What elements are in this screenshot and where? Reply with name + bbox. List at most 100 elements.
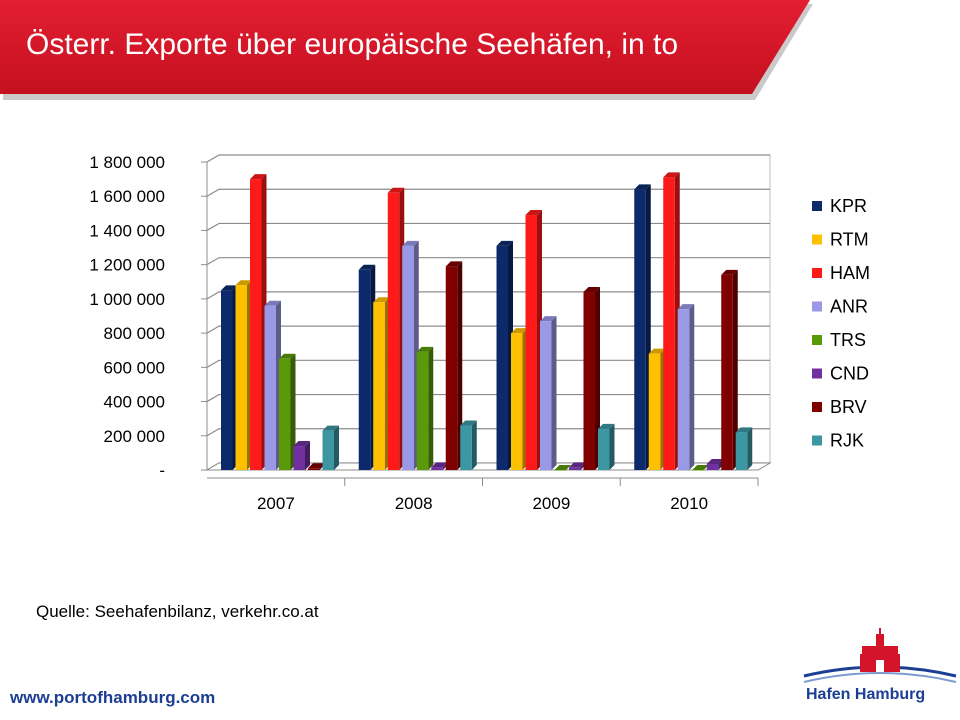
bar-top <box>293 441 310 447</box>
bar-anr-2008 <box>402 245 414 470</box>
bar-top <box>634 184 651 190</box>
bar-rtm-2007 <box>235 285 247 470</box>
bar-top <box>540 316 557 322</box>
legend-swatch-ham <box>812 268 822 278</box>
y-tick-label: 200 000 <box>104 427 165 446</box>
legend-label-cnd: CND <box>830 364 869 384</box>
bar-top <box>279 353 296 359</box>
bar-kpr-2007 <box>221 290 233 470</box>
x-tick-label: 2008 <box>395 494 433 513</box>
bar-cnd-2010 <box>706 464 719 470</box>
bar-top <box>221 285 238 291</box>
bar-top <box>264 300 281 306</box>
y-tick-label: 600 000 <box>104 358 165 377</box>
bar-top <box>235 280 252 286</box>
bar-top <box>554 465 571 470</box>
gridline <box>206 222 770 231</box>
bar-brv-2007 <box>308 468 320 470</box>
gridline <box>206 257 770 266</box>
bar-side <box>595 287 600 470</box>
bar-rjk-2010 <box>735 432 748 470</box>
bar-top <box>460 420 477 426</box>
bar-side <box>428 346 434 470</box>
legend-label-brv: BRV <box>830 397 867 417</box>
bar-rjk-2008 <box>460 425 472 470</box>
legend-swatch-rtm <box>812 234 822 245</box>
brand-name: Hafen Hamburg <box>806 686 926 703</box>
bar-rjk-2009 <box>598 428 610 470</box>
x-tick-label: 2007 <box>257 494 295 513</box>
bar-top <box>648 348 666 354</box>
bar-top <box>416 346 434 352</box>
bar-trs-2007 <box>279 358 291 470</box>
bar-brv-2010 <box>721 274 733 470</box>
gridline <box>206 291 770 300</box>
bar-side <box>305 441 310 470</box>
bar-top <box>496 240 513 246</box>
x-tick-label: 2010 <box>670 494 708 513</box>
bar-side <box>471 420 477 470</box>
bar-top <box>525 210 542 216</box>
bar-top <box>358 264 376 270</box>
legend-label-kpr: KPR <box>830 196 867 216</box>
bar-top <box>583 287 600 293</box>
bar-kpr-2009 <box>496 245 508 470</box>
legend-label-anr: ANR <box>830 297 868 317</box>
bar-side <box>334 425 339 470</box>
bar-top <box>431 462 448 468</box>
bar-top <box>511 328 528 334</box>
hamburg-crest-logo <box>803 628 957 683</box>
bar-top <box>373 297 390 303</box>
bar-side <box>609 423 615 470</box>
bar-ham-2009 <box>525 215 537 470</box>
legend-swatch-brv <box>812 402 822 412</box>
bar-side <box>290 353 296 470</box>
bar-rjk-2007 <box>322 430 334 470</box>
bar-top <box>250 174 267 180</box>
bar-ham-2007 <box>250 179 262 470</box>
bar-brv-2009 <box>583 292 595 470</box>
y-tick-label: 400 000 <box>104 393 165 412</box>
header-banner <box>0 0 813 100</box>
header-banner-shape <box>0 0 810 94</box>
bar-trs-2009 <box>554 470 566 471</box>
y-tick-label: 1 600 000 <box>89 187 165 206</box>
bar-top <box>706 459 724 465</box>
bar-side <box>732 269 738 470</box>
bar-side <box>457 261 463 470</box>
bar-rtm-2008 <box>373 302 385 470</box>
bar-top <box>735 427 753 433</box>
bar-top <box>663 172 680 178</box>
y-tick-label: 1 200 000 <box>89 256 165 275</box>
bar-anr-2010 <box>677 309 690 470</box>
y-tick-label: 1 400 000 <box>89 221 165 240</box>
legend-swatch-anr <box>812 301 822 312</box>
legend-swatch-trs <box>812 335 822 345</box>
bar-ham-2008 <box>387 192 400 471</box>
bar-cnd-2007 <box>293 446 305 470</box>
bar-top <box>598 423 615 429</box>
bar-side <box>747 427 753 470</box>
bar-top <box>445 261 463 267</box>
y-tick-label: - <box>159 461 165 480</box>
bar-top <box>569 462 586 468</box>
bar-cnd-2008 <box>431 467 443 470</box>
bar-top <box>721 269 738 275</box>
y-tick-label: 1 800 000 <box>89 153 165 172</box>
x-tick-label: 2009 <box>532 494 570 513</box>
bar-rtm-2010 <box>648 353 661 470</box>
bar-ham-2010 <box>663 177 675 470</box>
website-link[interactable]: www.portofhamburg.com <box>10 688 216 707</box>
y-tick-label: 800 000 <box>104 324 165 343</box>
bar-side <box>689 304 695 470</box>
bar-kpr-2010 <box>634 189 646 470</box>
bar-rtm-2009 <box>511 333 523 470</box>
bar-anr-2007 <box>264 305 276 470</box>
legend-label-trs: TRS <box>830 330 866 350</box>
bar-kpr-2008 <box>358 269 371 470</box>
legend-swatch-kpr <box>812 201 822 211</box>
gridline <box>206 154 770 163</box>
bar-anr-2009 <box>540 321 552 470</box>
legend-label-rtm: RTM <box>830 230 869 250</box>
